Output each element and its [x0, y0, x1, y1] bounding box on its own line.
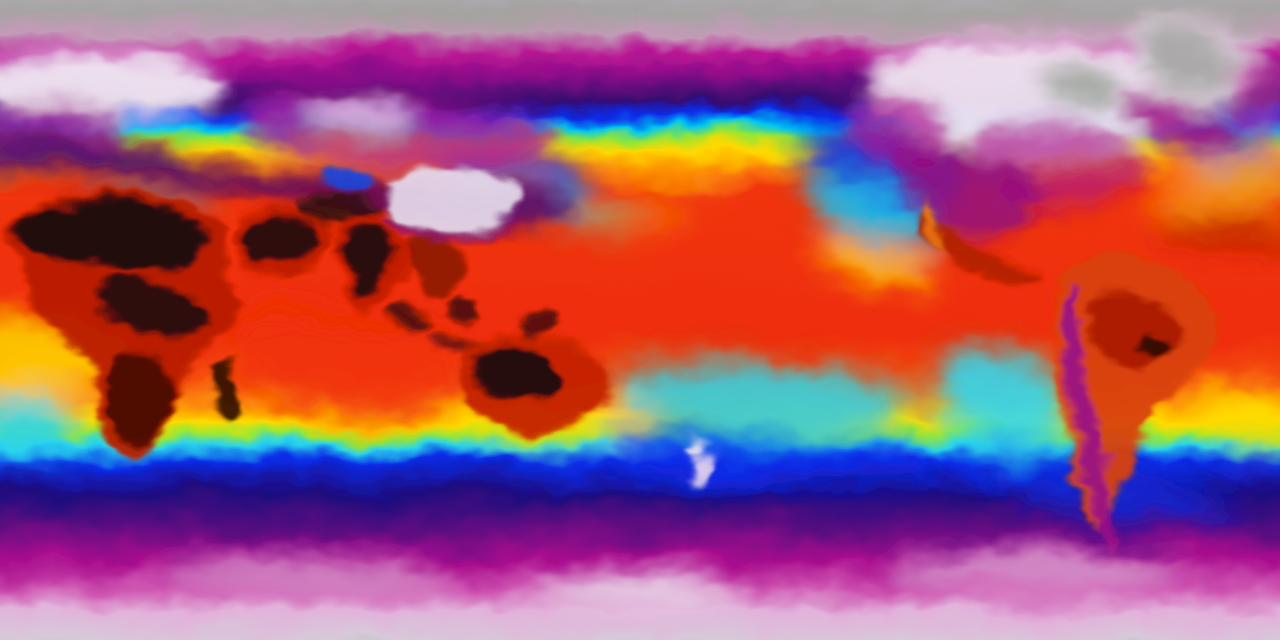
arabia-black-core — [240, 215, 316, 267]
congo-black-core — [98, 280, 205, 340]
gulfstream-warm-push — [1148, 149, 1280, 215]
arctic-olive-tinge-1 — [312, 11, 620, 39]
caribbean-dark-red — [1154, 210, 1280, 254]
sumatra — [394, 300, 433, 338]
caspian-lake-blue — [321, 167, 375, 191]
south-atlantic-yellow — [1190, 379, 1280, 447]
india-black-core — [341, 222, 396, 294]
tibet-purple-fringe — [392, 211, 518, 236]
australia-black-core — [469, 346, 560, 401]
south-africa-dark — [106, 351, 175, 442]
arctic-olive-tinge-2 — [788, 3, 1078, 32]
antarctic-pink-lobe-1 — [536, 575, 747, 609]
humboldt-cyan — [932, 348, 1072, 450]
south-pacific-cyan — [616, 362, 911, 436]
madagascar — [209, 362, 237, 421]
antarctic-pink-lobe-2 — [163, 554, 453, 594]
baja-california — [923, 204, 952, 248]
new-zealand-north — [681, 442, 700, 460]
south-pacific-blue — [610, 427, 926, 485]
central-america — [919, 214, 1039, 288]
antarctic-pink-lobe-3 — [890, 549, 1179, 590]
indian-ocean-warm — [230, 314, 463, 412]
tibet-cold-plateau — [386, 171, 519, 229]
polar-detail-layer — [163, 3, 1179, 609]
sahara-black-core — [19, 199, 198, 273]
siberia-white-patch — [302, 102, 415, 134]
npac-cold-cyan — [805, 179, 953, 245]
indochina-dark — [405, 230, 462, 300]
pacific-yellow-marble-2 — [570, 203, 688, 232]
benguela-cyan — [0, 395, 81, 457]
new-guinea — [518, 312, 560, 337]
north-atlantic-pink — [1230, 64, 1280, 143]
borneo — [444, 297, 476, 329]
hudson-gray — [1037, 66, 1125, 108]
new-zealand-south — [689, 456, 712, 477]
hot-landmass-layer — [10, 167, 1213, 547]
amazon-dark-patch — [1135, 330, 1172, 361]
greenland-gray-core — [1138, 27, 1237, 91]
california-yellow-band — [817, 239, 940, 286]
pacific-yellow-marble-1 — [610, 162, 728, 184]
labrador-magenta — [1124, 92, 1239, 158]
andes-magenta-streak — [1060, 291, 1117, 547]
